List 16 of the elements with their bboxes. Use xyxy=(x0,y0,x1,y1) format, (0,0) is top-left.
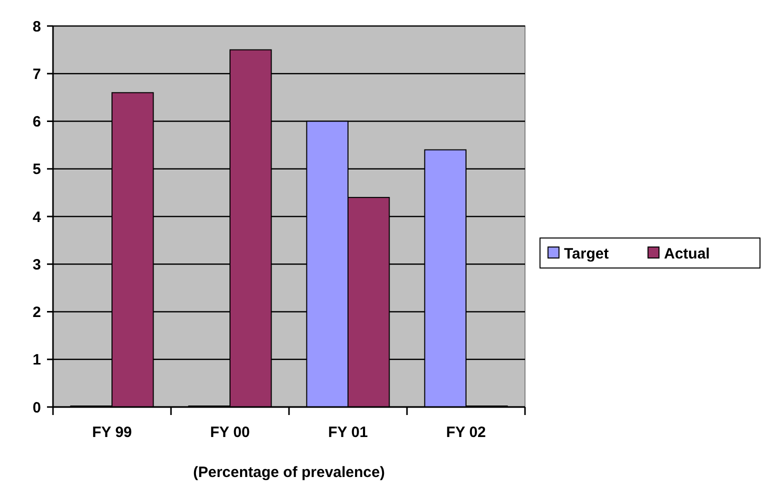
y-tick-label: 0 xyxy=(32,399,41,416)
legend-label: Target xyxy=(564,245,609,262)
y-tick-label: 7 xyxy=(32,66,41,83)
y-tick-label: 2 xyxy=(32,304,41,321)
x-tick-label: FY 00 xyxy=(210,424,250,441)
x-axis-title: (Percentage of prevalence) xyxy=(193,464,385,481)
y-tick-label: 4 xyxy=(32,208,42,226)
x-tick-label: FY 02 xyxy=(446,424,486,441)
y-tick-label: 8 xyxy=(32,18,41,36)
legend-label: Actual xyxy=(664,245,710,262)
x-tick-label: FY 99 xyxy=(92,424,132,441)
y-tick-label: 1 xyxy=(32,352,41,369)
y-tick-label: 6 xyxy=(32,114,41,130)
x-tick-label: FY 01 xyxy=(328,424,368,441)
y-tick-label: 5 xyxy=(32,161,41,178)
y-tick-label: 3 xyxy=(32,256,41,274)
